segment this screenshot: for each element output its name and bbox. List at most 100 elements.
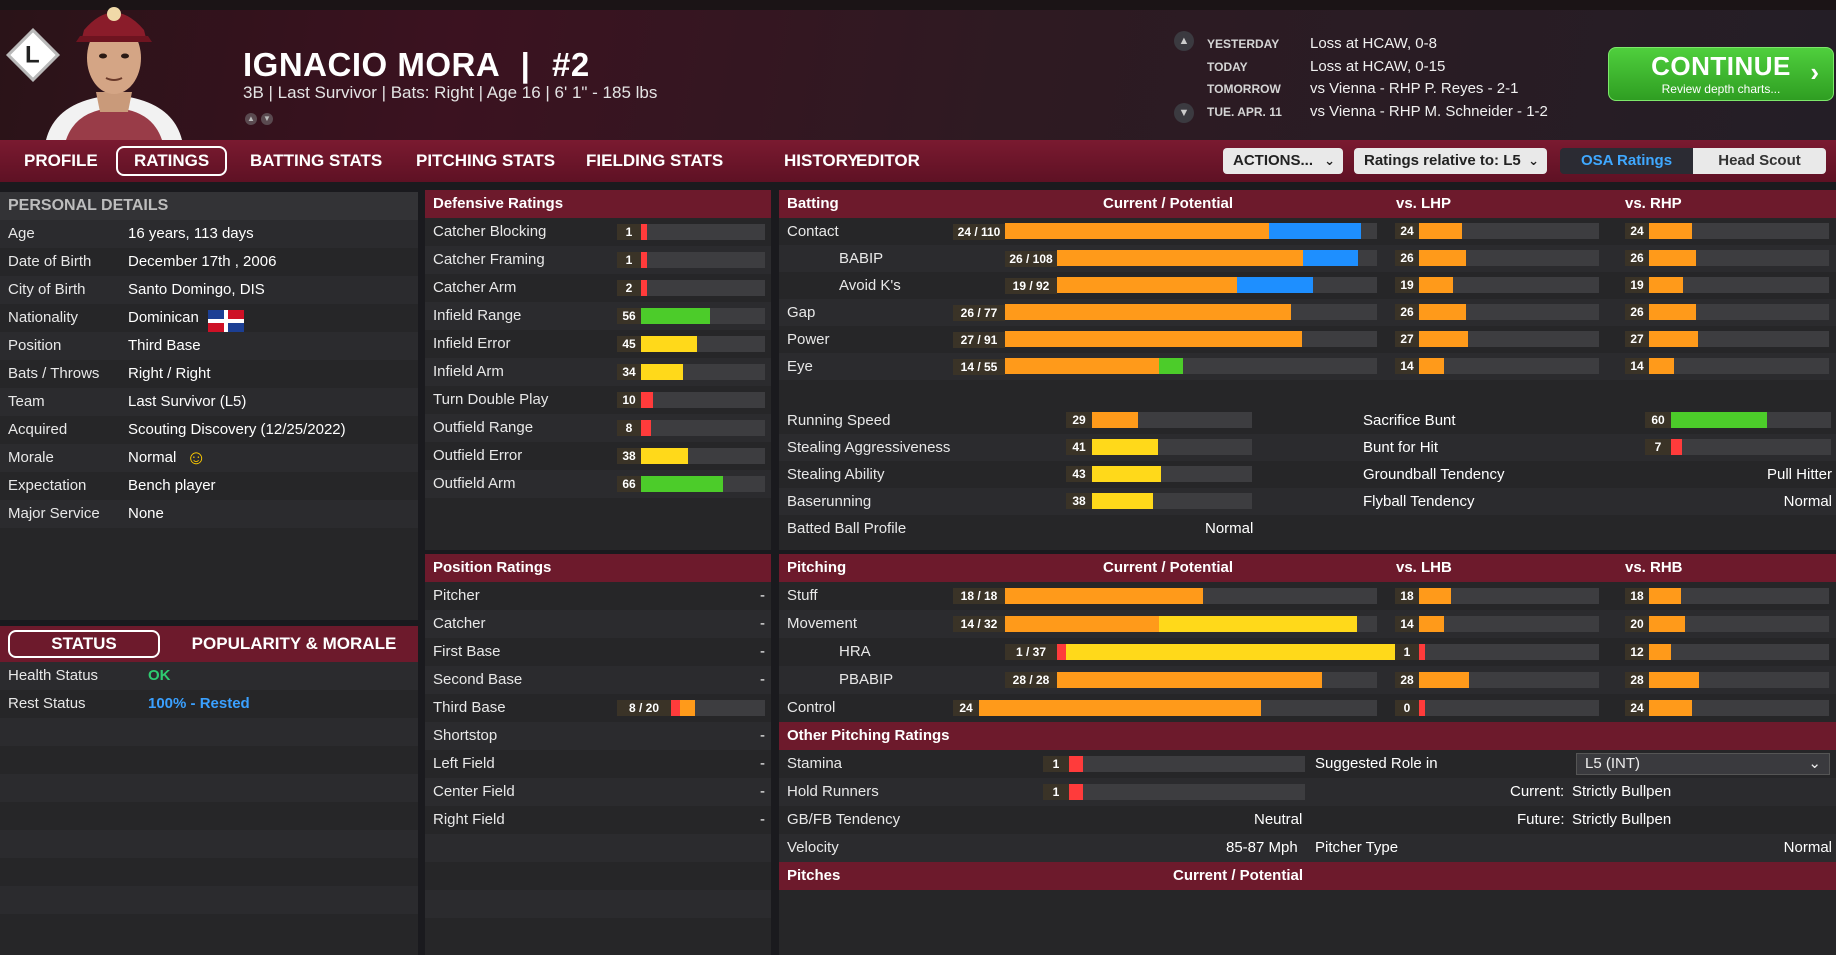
head-scout-button[interactable]: Head Scout (1693, 148, 1826, 174)
defensive-bar (641, 420, 765, 436)
hold-runners-bar-fill (1069, 784, 1084, 800)
position-label: Catcher (433, 615, 486, 632)
position-label: Second Base (433, 671, 523, 688)
batting-vs-rhp-value: 26 (1625, 250, 1649, 266)
status-value: OK (148, 667, 171, 684)
empty-row (0, 718, 418, 746)
pitching-vs-lhb-value: 1 (1395, 644, 1419, 660)
pitching-vs-rhb-bar (1649, 700, 1829, 716)
batting-vs-lhp-bar (1419, 331, 1599, 347)
position-value: 8 / 20 (617, 700, 671, 716)
personal-label: Nationality (8, 309, 79, 326)
batting-vs-rhp-bar (1649, 223, 1829, 239)
running-bar (1092, 466, 1252, 482)
ratings-relative-dropdown[interactable]: Ratings relative to: L5 ⌄ (1354, 148, 1547, 174)
batting-right-value: 7 (1645, 439, 1671, 455)
tab-profile[interactable]: PROFILE (24, 151, 98, 170)
next-player-icon[interactable]: ▼ (261, 113, 273, 125)
tab-ratings[interactable]: RATINGS (116, 146, 228, 176)
batting-vs-lhp-bar-fill (1419, 358, 1445, 374)
defensive-label: Turn Double Play (433, 391, 549, 408)
suggested-role-select[interactable]: L5 (INT) ⌄ (1576, 753, 1830, 775)
personal-value: Scouting Discovery (12/25/2022) (128, 421, 346, 438)
batting-vs-rhp-bar (1649, 358, 1829, 374)
pitching-bar-current (1057, 672, 1322, 688)
personal-value: None (128, 505, 164, 522)
stamina-bar-fill (1069, 756, 1084, 772)
pitching-bar (1005, 588, 1377, 604)
continue-button[interactable]: CONTINUE Review depth charts... › (1608, 47, 1834, 101)
prev-player-icon[interactable]: ▲ (245, 113, 257, 125)
tab-batting-stats[interactable]: BATTING STATS (250, 151, 383, 170)
batting-bar-current (1005, 223, 1269, 239)
batting-row: Gap 26 / 77 26 26 (779, 299, 1836, 326)
tab-fielding-stats[interactable]: FIELDING STATS (586, 151, 724, 170)
personal-label: Age (8, 225, 35, 242)
position-row: Right Field - (425, 806, 771, 834)
velocity-value: 85-87 Mph (1226, 839, 1298, 856)
position-row: Pitcher - (425, 582, 771, 610)
defensive-value: 10 (617, 392, 641, 408)
pitching-row: Movement 14 / 32 14 20 (779, 610, 1836, 638)
personal-row: Major Service None (0, 500, 418, 528)
pitching-value: 14 / 32 (953, 616, 1005, 632)
defensive-row: Catcher Arm 2 (425, 274, 771, 302)
personal-row: Bats / Throws Right / Right (0, 360, 418, 388)
tab-history[interactable]: HISTORY (784, 151, 859, 170)
batting-vs-lhp-bar-fill (1419, 304, 1466, 320)
osa-ratings-button[interactable]: OSA Ratings (1560, 148, 1693, 174)
hold-runners-row: Hold Runners 1 Current: Strictly Bullpen (779, 778, 1836, 806)
personal-value: Normal (128, 449, 177, 466)
running-label: Baserunning (787, 493, 872, 510)
schedule-row: TOMORROW vs Vienna - RHP P. Reyes - 2-1 (1207, 80, 1519, 98)
actions-dropdown[interactable]: ACTIONS... ⌄ (1223, 148, 1343, 174)
velocity-row: Velocity 85-87 Mph Pitcher Type Normal (779, 834, 1836, 862)
batting-vs-lhp-value: 14 (1395, 358, 1419, 374)
batting-right-label: Groundball Tendency (1363, 466, 1505, 483)
pitching-vs-rhb-value: 24 (1625, 700, 1649, 716)
schedule-list: YESTERDAY Loss at HCAW, 0-8 TODAY Loss at … (1207, 33, 1548, 123)
defensive-value: 38 (617, 448, 641, 464)
pitching-vs-rhb-bar-fill (1649, 700, 1693, 716)
tab-pitching-stats[interactable]: PITCHING STATS (416, 151, 556, 170)
personal-label: Team (8, 393, 45, 410)
batting-vs-lhp-value: 24 (1395, 223, 1419, 239)
defensive-value: 1 (617, 252, 641, 268)
current-role-value: Strictly Bullpen (1572, 783, 1672, 800)
defensive-bar-fill (641, 252, 647, 268)
hold-runners-label: Hold Runners (787, 783, 879, 800)
pitches-title: Pitches (787, 867, 841, 884)
defensive-row: Outfield Arm 66 (425, 470, 771, 498)
suggested-role-label: Suggested Role in (1315, 755, 1438, 772)
batting-bar-current (1005, 331, 1302, 347)
batting-vs-lhp-value: 26 (1395, 304, 1419, 320)
running-bar-fill (1092, 412, 1139, 428)
defensive-label: Catcher Arm (433, 279, 517, 296)
schedule-up-icon[interactable]: ▲ (1174, 31, 1194, 51)
personal-value: Third Base (128, 337, 201, 354)
batting-vs-lhp-bar (1419, 277, 1599, 293)
defensive-bar (641, 476, 765, 492)
pitching-vs-lhb-bar-fill (1419, 588, 1452, 604)
hold-runners-bar (1069, 784, 1305, 800)
tab-editor[interactable]: EDITOR (856, 151, 920, 170)
tab-popularity-morale[interactable]: POPULARITY & MORALE (191, 634, 397, 653)
chevron-down-icon: ⌄ (1528, 153, 1539, 168)
empty-row (0, 802, 418, 830)
position-value: - (760, 783, 765, 800)
batting-vs-lhp-value: 27 (1395, 331, 1419, 347)
schedule-down-icon[interactable]: ▼ (1174, 103, 1194, 123)
pitching-col-vs-lhb: vs. LHB (1396, 559, 1452, 576)
defensive-bar-fill (641, 392, 654, 408)
personal-label: Expectation (8, 477, 87, 494)
defensive-row: Outfield Range 8 (425, 414, 771, 442)
tab-status[interactable]: STATUS (8, 630, 160, 658)
defensive-label: Infield Range (433, 307, 522, 324)
batted-ball-value: Normal (1205, 520, 1254, 537)
batting-bar (1005, 223, 1377, 239)
batting-label: Avoid K's (839, 277, 901, 294)
running-bar (1092, 412, 1252, 428)
position-row: Center Field - (425, 778, 771, 806)
defensive-label: Catcher Blocking (433, 223, 547, 240)
defensive-row: Turn Double Play 10 (425, 386, 771, 414)
